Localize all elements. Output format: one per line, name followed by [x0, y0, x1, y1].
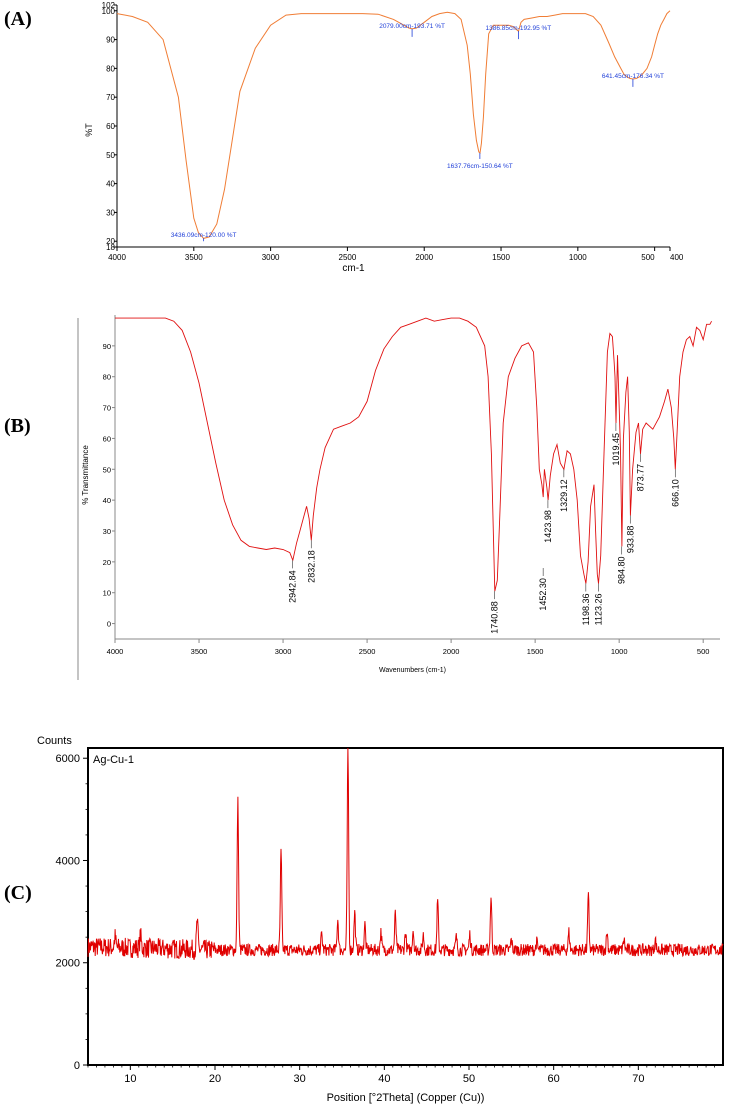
- x-tick-label-c: 60: [548, 1073, 560, 1085]
- x-tick-label-b: 3500: [191, 647, 208, 656]
- peak-label-b: 1019.45: [611, 433, 621, 466]
- x-tick-label-a: 3500: [185, 253, 203, 262]
- y-tick-label-a: 70: [106, 93, 115, 102]
- y-tick-label-a: 18: [106, 243, 115, 252]
- x-axis-label-b: Wavenumbers (cm-1): [379, 667, 446, 674]
- peak-label-b: 984.80: [617, 556, 627, 584]
- y-tick-label-a: 40: [106, 180, 115, 189]
- x-tick-label-a: 400: [670, 253, 684, 262]
- diffraction-line-c: [87, 747, 724, 960]
- panel-label-a: (A): [4, 8, 32, 30]
- x-tick-label-c: 70: [632, 1073, 644, 1085]
- chart-c: 10 20 30 40 50 60 70 0 2000 4000 6000 Counts Positio…: [37, 735, 724, 1104]
- y-tick-label-c: 6000: [56, 753, 80, 765]
- x-tick-label-a: 1500: [492, 253, 510, 262]
- y-tick-label-b: 90: [103, 342, 111, 351]
- y-tick-label-a: 60: [106, 122, 115, 131]
- peak-label-b: 1740.88: [490, 601, 500, 634]
- y-axis-label-c: Counts: [37, 735, 72, 747]
- y-tick-label-b: 70: [103, 404, 111, 413]
- panel-label-b: (B): [4, 415, 31, 437]
- y-tick-label-a: 80: [106, 64, 115, 73]
- y-tick-label-a: 50: [106, 151, 115, 160]
- y-tick-label-a: 100: [102, 7, 116, 16]
- spectrum-line-a: [116, 10, 671, 239]
- x-tick-label-b: 4000: [107, 647, 124, 656]
- y-tick-label-b: 10: [103, 589, 111, 598]
- x-tick-label-b: 500: [697, 647, 710, 656]
- peak-label-b: 1423.98: [543, 510, 553, 543]
- x-tick-label-a: 2000: [415, 253, 433, 262]
- y-tick-label-b: 50: [103, 465, 111, 474]
- x-axis-label-c: Position [°2Theta] (Copper (Cu)): [327, 1092, 485, 1104]
- y-tick-label-c: 4000: [56, 855, 80, 867]
- annotation-label-a: 1386.85cm-192.95 %T: [486, 25, 552, 32]
- x-tick-label-a: 4000: [108, 253, 126, 262]
- y-tick-label-b: 40: [103, 496, 111, 505]
- x-tick-label-b: 2500: [359, 647, 376, 656]
- x-tick-label-c: 20: [209, 1073, 221, 1085]
- x-tick-label-b: 2000: [443, 647, 460, 656]
- x-tick-label-c: 10: [124, 1073, 136, 1085]
- peak-label-b: 1123.26: [593, 593, 603, 625]
- annotation-label-a: 641.45cm-176.34 %T: [602, 73, 664, 80]
- y-tick-label-c: 0: [74, 1060, 80, 1072]
- spectrum-line-b: [115, 317, 712, 592]
- x-tick-label-a: 2500: [339, 253, 357, 262]
- annotation-label-a: 1637.76cm-150.64 %T: [447, 163, 513, 170]
- x-tick-label-a: 500: [641, 253, 655, 262]
- y-tick-label-a: 102: [102, 1, 116, 10]
- peak-label-b: 2832.18: [306, 550, 316, 583]
- peak-label-b: 873.77: [635, 464, 645, 492]
- x-tick-label-c: 50: [463, 1073, 475, 1085]
- y-tick-label-b: 0: [107, 620, 111, 629]
- y-tick-label-b: 30: [103, 527, 111, 536]
- peak-label-b: 933.88: [625, 526, 635, 554]
- plot-frame-c: [87, 747, 724, 1066]
- peak-label-b: 1198.36: [581, 593, 591, 625]
- y-tick-label-a: 20: [106, 237, 115, 246]
- x-tick-label-b: 1000: [611, 647, 628, 656]
- x-tick-label-c: 30: [294, 1073, 306, 1085]
- y-tick-label-b: 80: [103, 373, 111, 382]
- x-axis-label-a: cm-1: [342, 263, 365, 274]
- y-tick-label-a: 90: [106, 36, 115, 45]
- x-tick-label-a: 1000: [569, 253, 587, 262]
- y-axis-label-a: %T: [84, 123, 94, 137]
- y-tick-label-b: 60: [103, 434, 111, 443]
- panel-label-c: (C): [4, 882, 32, 904]
- y-axis-label-b: % Transmittance: [81, 445, 90, 505]
- annotation-label-a: 2079.00cm-193.71 %T: [379, 23, 445, 30]
- peak-label-b: 1452.30: [538, 578, 548, 611]
- peak-label-b: 666.10: [670, 479, 680, 507]
- chart-title-c: Ag-Cu-1: [93, 754, 134, 766]
- x-tick-label-b: 3000: [275, 647, 292, 656]
- peak-label-b: 1329.12: [559, 479, 569, 512]
- peak-label-b: 2942.84: [288, 570, 298, 603]
- annotation-label-a: 3436.09cm-120.00 %T: [171, 232, 237, 239]
- y-tick-label-a: 30: [106, 208, 115, 217]
- x-tick-label-a: 3000: [262, 253, 280, 262]
- x-tick-label-b: 1500: [527, 647, 544, 656]
- y-tick-label-c: 2000: [56, 958, 80, 970]
- chart-b: 4000 3500 3000 2500 2000 1500 1000 500 0 10 20 30 40…: [77, 315, 720, 680]
- y-tick-label-b: 20: [103, 558, 111, 567]
- x-tick-label-c: 40: [378, 1073, 390, 1085]
